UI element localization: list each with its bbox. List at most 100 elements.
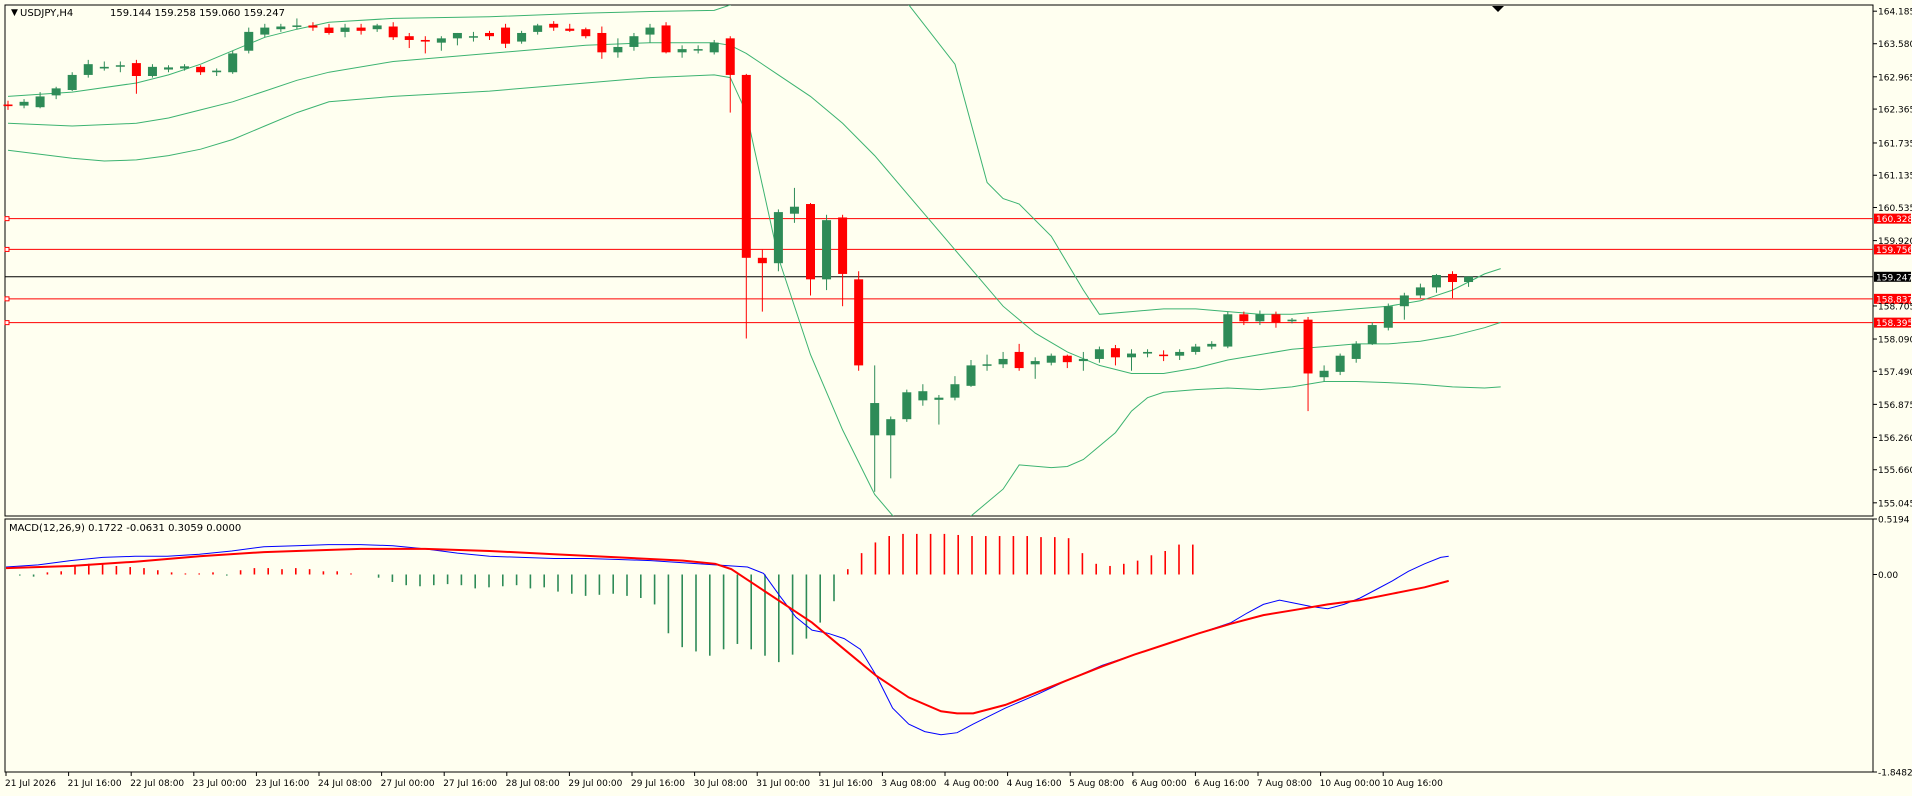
- candle-body: [1062, 355, 1072, 363]
- candle-body: [934, 397, 944, 400]
- candle-body: [131, 63, 141, 77]
- candle-body: [1030, 361, 1040, 365]
- candle-body: [1110, 348, 1120, 358]
- price-tick-label: 161.135: [1878, 172, 1912, 182]
- candle-body: [147, 66, 157, 77]
- candle-body: [1335, 355, 1345, 372]
- candle-body: [228, 53, 238, 73]
- candle-body: [918, 391, 928, 401]
- candle-body: [629, 36, 639, 47]
- candle-body: [1207, 343, 1217, 347]
- level-price-tag: [1874, 317, 1911, 328]
- candle-body: [244, 31, 254, 51]
- macd-panel[interactable]: [5, 533, 1449, 736]
- macd-title: MACD(12,26,9) 0.1722 -0.0631 0.3059 0.00…: [9, 523, 241, 534]
- candle-body: [1239, 314, 1249, 322]
- candle-body: [1464, 276, 1474, 283]
- candle-body: [1399, 295, 1409, 307]
- candle-body: [67, 74, 77, 90]
- candle-body: [452, 32, 462, 39]
- macd-tick-label: 0.00: [1878, 571, 1898, 581]
- time-tick-label: 31 Jul 16:00: [819, 779, 873, 789]
- candle-body: [1367, 325, 1377, 344]
- candle-body: [741, 74, 751, 258]
- candle-body: [725, 38, 735, 75]
- level-price-label: 158.837: [1876, 295, 1912, 305]
- candle-body: [1319, 370, 1329, 378]
- macd-main-line: [5, 544, 1449, 736]
- axes: 160.328 159.756 158.837 158.395 159.247 164.1…: [5, 8, 1912, 789]
- candle-body: [19, 101, 29, 106]
- level-price-tag: [1874, 213, 1911, 224]
- candle-body: [693, 49, 703, 51]
- candle-body: [1415, 287, 1425, 296]
- line-handle: [4, 246, 10, 252]
- line-handle: [4, 216, 10, 222]
- time-tick-label: 4 Aug 00:00: [944, 779, 999, 789]
- candle-body: [517, 32, 527, 42]
- candle-body: [501, 27, 511, 44]
- price-tick-label: 163.580: [1878, 40, 1912, 50]
- candle-body: [1014, 351, 1024, 369]
- price-tick-label: 155.045: [1878, 499, 1912, 509]
- candle-body: [1094, 349, 1104, 359]
- candle-body: [1287, 319, 1297, 322]
- candle-body: [196, 66, 206, 73]
- candle-body: [1351, 343, 1361, 359]
- candle-body: [1223, 314, 1233, 347]
- candle-body: [950, 384, 960, 398]
- candle-body: [806, 204, 815, 280]
- time-tick-label: 10 Aug 00:00: [1320, 779, 1381, 789]
- candle-body: [613, 46, 623, 53]
- level-price-label: 158.395: [1876, 319, 1912, 329]
- price-panel-frame: [4, 4, 1874, 517]
- candle-body: [1175, 351, 1185, 356]
- candle-body: [902, 392, 912, 420]
- symbol-menu-icon[interactable]: ▼: [11, 8, 18, 18]
- candle-body: [677, 49, 687, 53]
- chart-ohlc: 159.144 159.258 159.060 159.247: [110, 8, 285, 19]
- candle-body: [966, 365, 976, 386]
- candle-body: [372, 25, 382, 30]
- time-tick-label: 27 Jul 00:00: [381, 779, 435, 789]
- candle-body: [485, 32, 494, 37]
- candle-body: [1046, 355, 1056, 363]
- time-tick-label: 22 Jul 08:00: [130, 779, 184, 789]
- candle-body: [838, 217, 848, 274]
- candle-body: [51, 88, 61, 96]
- candle-body: [356, 27, 366, 31]
- price-tick-label: 157.490: [1878, 368, 1912, 378]
- candle-body: [324, 27, 334, 33]
- candle-body: [3, 104, 13, 107]
- candle-body: [404, 36, 414, 40]
- candle-body: [1255, 314, 1265, 322]
- candle-body: [1159, 354, 1169, 357]
- candle-body: [1303, 319, 1313, 374]
- candle-body: [276, 26, 286, 30]
- price-tick-label: 159.920: [1878, 237, 1912, 247]
- candle-body: [1127, 353, 1136, 358]
- candle-body: [709, 42, 719, 53]
- price-tick-label: 155.660: [1878, 466, 1912, 476]
- time-tick-label: 31 Jul 00:00: [756, 779, 810, 789]
- time-tick-label: 24 Jul 08:00: [318, 779, 372, 789]
- price-panel[interactable]: [3, 0, 1874, 548]
- candle-body: [597, 32, 607, 53]
- candle-body: [886, 419, 896, 436]
- price-tick-label: 156.875: [1878, 401, 1912, 411]
- level-price-tag: [1874, 244, 1911, 255]
- candle-body: [99, 66, 109, 69]
- candle-body: [1448, 273, 1457, 283]
- shift-marker-icon[interactable]: [1492, 6, 1504, 12]
- price-tick-label: 158.090: [1878, 336, 1912, 346]
- candle-body: [998, 358, 1008, 365]
- time-tick-label: 4 Aug 16:00: [1007, 779, 1062, 789]
- candle-body: [757, 257, 767, 264]
- candle-body: [340, 27, 350, 32]
- current-price-tag: [1874, 271, 1911, 282]
- macd-signal-line: [5, 547, 1449, 715]
- candle-body: [773, 212, 783, 264]
